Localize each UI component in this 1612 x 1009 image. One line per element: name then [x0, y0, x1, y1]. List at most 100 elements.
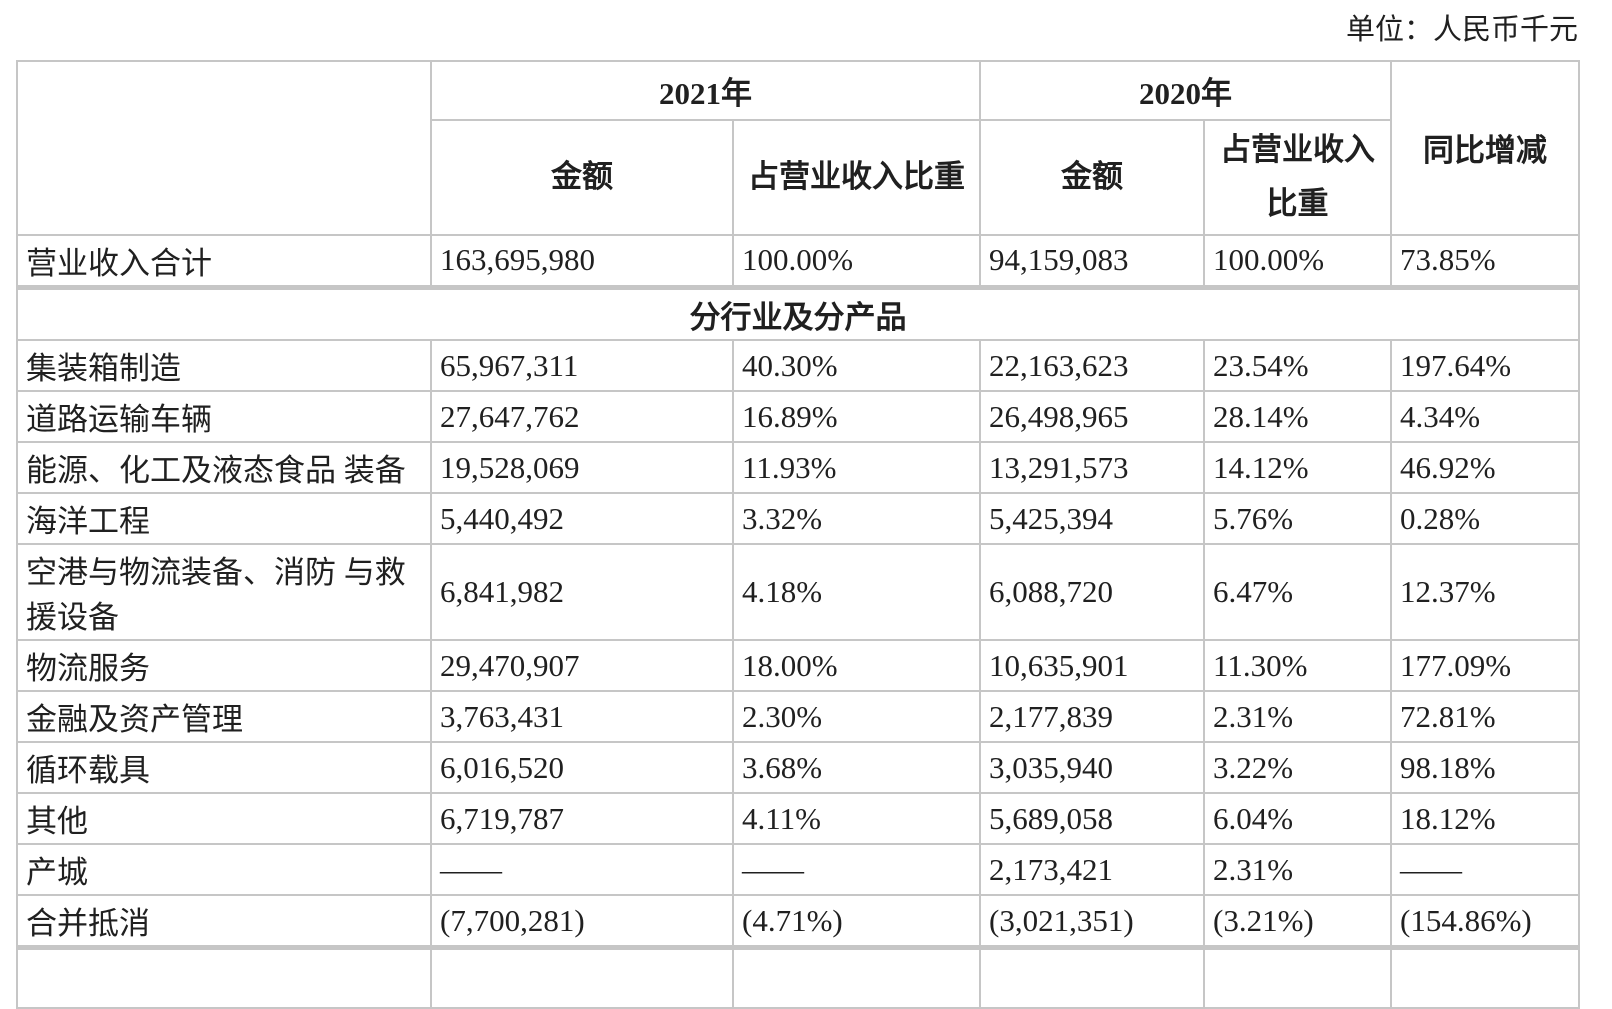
yoy-cell: 98.18%: [1390, 741, 1580, 794]
yoy-cell: 0.28%: [1390, 492, 1580, 545]
share-2021-cell: 100.00%: [732, 233, 981, 290]
header-share-2021: 占营业收入比重: [732, 119, 981, 236]
row-label: 循环载具: [16, 741, 432, 794]
unit-label: 单位：人民币千元: [1345, 14, 1578, 46]
yoy-cell: 4.34%: [1390, 390, 1580, 443]
share-2021-cell: 2.30%: [732, 690, 981, 743]
amount-2021-cell: 163,695,980: [430, 233, 734, 290]
yoy-cell: 72.81%: [1390, 690, 1580, 743]
yoy-cell: [1390, 946, 1580, 1009]
table-row: 循环载具 6,016,520 3.68% 3,035,940 3.22% 98.…: [16, 741, 1580, 794]
row-label: 集装箱制造: [16, 339, 432, 392]
share-2020-cell: (3.21%): [1203, 894, 1392, 950]
table-row: 海洋工程 5,440,492 3.32% 5,425,394 5.76% 0.2…: [16, 492, 1580, 545]
share-2020-cell: 28.14%: [1203, 390, 1392, 443]
share-2020-cell: 6.47%: [1203, 543, 1392, 641]
share-2021-cell: 16.89%: [732, 390, 981, 443]
amount-2021-cell: ——: [430, 843, 734, 896]
share-2021-cell: 40.30%: [732, 339, 981, 392]
amount-2020-cell: 13,291,573: [979, 441, 1205, 494]
header-year-2020: 2020年: [979, 60, 1392, 121]
header-empty-cell: [16, 60, 432, 236]
share-2021-cell: 11.93%: [732, 441, 981, 494]
amount-2020-cell: [979, 946, 1205, 1009]
header-amount-2021: 金额: [430, 119, 734, 236]
amount-2021-cell: (7,700,281): [430, 894, 734, 950]
share-2020-cell: [1203, 946, 1392, 1009]
amount-2020-cell: 3,035,940: [979, 741, 1205, 794]
table-row: 物流服务 29,470,907 18.00% 10,635,901 11.30%…: [16, 639, 1580, 692]
yoy-cell: 177.09%: [1390, 639, 1580, 692]
yoy-cell: ——: [1390, 843, 1580, 896]
amount-2020-cell: 5,689,058: [979, 792, 1205, 845]
row-label: 道路运输车辆: [16, 390, 432, 443]
amount-2020-cell: 6,088,720: [979, 543, 1205, 641]
amount-2021-cell: 6,719,787: [430, 792, 734, 845]
header-amount-2020: 金额: [979, 119, 1205, 236]
share-2020-cell: 100.00%: [1203, 233, 1392, 290]
share-2021-cell: 3.68%: [732, 741, 981, 794]
row-label: 能源、化工及液态食品 装备: [16, 441, 432, 494]
row-label: 营业收入合计: [16, 233, 432, 290]
table-row: 其他 6,719,787 4.11% 5,689,058 6.04% 18.12…: [16, 792, 1580, 845]
amount-2021-cell: 6,841,982: [430, 543, 734, 641]
row-label: 空港与物流装备、消防 与救援设备: [16, 543, 432, 641]
table-row: 合并抵消 (7,700,281) (4.71%) (3,021,351) (3.…: [16, 894, 1580, 950]
revenue-breakdown-table: 2021年 2020年 同比增减 金额 占营业收入比重 金额 占营业收入比重 营…: [16, 60, 1580, 1009]
amount-2020-cell: 5,425,394: [979, 492, 1205, 545]
share-2020-cell: 14.12%: [1203, 441, 1392, 494]
row-label: 金融及资产管理: [16, 690, 432, 743]
amount-2021-cell: 65,967,311: [430, 339, 734, 392]
row-label: 物流服务: [16, 639, 432, 692]
amount-2020-cell: 2,177,839: [979, 690, 1205, 743]
yoy-cell: 12.37%: [1390, 543, 1580, 641]
yoy-cell: (154.86%): [1390, 894, 1580, 950]
share-2020-cell: 2.31%: [1203, 843, 1392, 896]
header-year-row: 2021年 2020年 同比增减: [16, 60, 1580, 236]
share-2021-cell: 4.18%: [732, 543, 981, 641]
amount-2021-cell: 3,763,431: [430, 690, 734, 743]
yoy-cell: 197.64%: [1390, 339, 1580, 392]
header-year-2021: 2021年: [430, 60, 981, 121]
amount-2021-cell: [430, 946, 734, 1009]
share-2021-cell: 18.00%: [732, 639, 981, 692]
amount-2020-cell: 22,163,623: [979, 339, 1205, 392]
section-header-row: 分行业及分产品: [16, 286, 1580, 341]
share-2021-cell: 4.11%: [732, 792, 981, 845]
yoy-cell: 18.12%: [1390, 792, 1580, 845]
share-2021-cell: [732, 946, 981, 1009]
amount-2021-cell: 6,016,520: [430, 741, 734, 794]
table-row: 能源、化工及液态食品 装备 19,528,069 11.93% 13,291,5…: [16, 441, 1580, 494]
amount-2021-cell: 27,647,762: [430, 390, 734, 443]
table-row: 集装箱制造 65,967,311 40.30% 22,163,623 23.54…: [16, 339, 1580, 392]
table-row: 金融及资产管理 3,763,431 2.30% 2,177,839 2.31% …: [16, 690, 1580, 743]
amount-2020-cell: 10,635,901: [979, 639, 1205, 692]
amount-2020-cell: 94,159,083: [979, 233, 1205, 290]
header-sub-row: 金额 占营业收入比重 金额 占营业收入比重: [17, 119, 1579, 236]
row-label: 其他: [16, 792, 432, 845]
amount-2021-cell: 29,470,907: [430, 639, 734, 692]
header-share-2020: 占营业收入比重: [1203, 119, 1392, 236]
row-label: [16, 946, 432, 1009]
share-2020-cell: 6.04%: [1203, 792, 1392, 845]
row-label: 合并抵消: [16, 894, 432, 950]
amount-2021-cell: 19,528,069: [430, 441, 734, 494]
share-2020-cell: 5.76%: [1203, 492, 1392, 545]
share-2021-cell: 3.32%: [732, 492, 981, 545]
share-2020-cell: 23.54%: [1203, 339, 1392, 392]
amount-2021-cell: 5,440,492: [430, 492, 734, 545]
total-row: 营业收入合计 163,695,980 100.00% 94,159,083 10…: [16, 233, 1580, 290]
share-2021-cell: ——: [732, 843, 981, 896]
share-2020-cell: 3.22%: [1203, 741, 1392, 794]
amount-2020-cell: 2,173,421: [979, 843, 1205, 896]
table-row-cutoff: [16, 946, 1580, 1009]
row-label: 海洋工程: [16, 492, 432, 545]
row-label: 产城: [16, 843, 432, 896]
yoy-cell: 46.92%: [1390, 441, 1580, 494]
share-2020-cell: 2.31%: [1203, 690, 1392, 743]
amount-2020-cell: (3,021,351): [979, 894, 1205, 950]
share-2020-cell: 11.30%: [1203, 639, 1392, 692]
table-row: 道路运输车辆 27,647,762 16.89% 26,498,965 28.1…: [16, 390, 1580, 443]
share-2021-cell: (4.71%): [732, 894, 981, 950]
header-yoy: 同比增减: [1390, 60, 1580, 236]
